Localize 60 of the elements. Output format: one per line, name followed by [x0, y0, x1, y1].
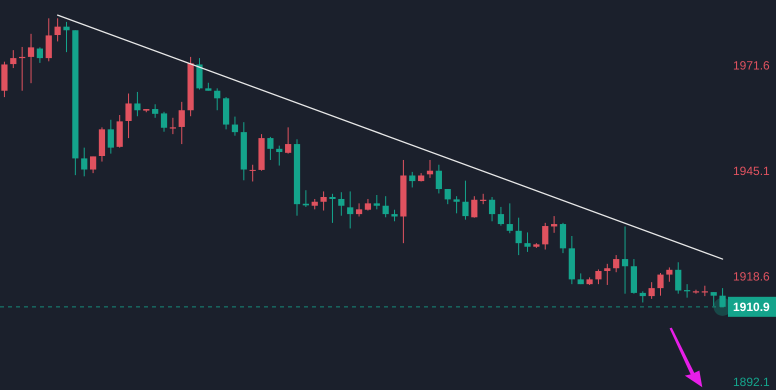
candlestick: [666, 266, 672, 282]
candlestick: [648, 282, 655, 300]
candlestick: [152, 104, 158, 118]
candlestick: [595, 268, 602, 285]
candlestick: [285, 126, 292, 154]
candlestick: [338, 192, 344, 216]
candlestick: [516, 217, 522, 256]
candlestick: [604, 263, 610, 286]
candlestick: [657, 272, 664, 296]
ref-line-label: 1910.9: [733, 300, 770, 314]
candlestick: [250, 164, 256, 182]
candlestick: [462, 180, 469, 220]
candlestick: [542, 222, 548, 250]
candlestick: [436, 164, 442, 194]
candlestick: [444, 188, 451, 205]
candlestick: [453, 196, 460, 214]
candlestick: [675, 262, 682, 294]
candlestick: [196, 58, 203, 90]
candlestick: [640, 290, 646, 303]
candlestick: [320, 190, 327, 212]
candlestick: [471, 196, 478, 218]
candlestick: [276, 145, 282, 166]
candlestick: [28, 33, 34, 84]
y-tick-label: 1892.1: [733, 374, 770, 389]
candlestick: [409, 171, 416, 188]
candlestick: [267, 136, 274, 160]
candlestick: [524, 232, 531, 252]
candlestick: [81, 147, 88, 177]
candlestick: [329, 193, 336, 224]
candlestick: [54, 18, 61, 42]
candlestick: [613, 254, 620, 273]
candlestick: [108, 119, 114, 154]
candlestick: [232, 116, 238, 136]
candlestick: [364, 198, 372, 212]
candlestick: [498, 206, 504, 226]
candlestick: [312, 198, 318, 210]
candlestick: [622, 226, 628, 294]
candlestick: [356, 202, 362, 217]
y-tick-label: 1918.6: [733, 269, 770, 284]
candlestick: [684, 284, 690, 298]
candlestick: [391, 209, 398, 222]
candlestick: [36, 46, 43, 64]
candlestick: [63, 21, 70, 53]
candlestick: [551, 216, 558, 234]
candlestick: [488, 196, 496, 222]
candlestick: [178, 101, 185, 145]
candlestick: [214, 88, 220, 111]
candlestick: [426, 159, 434, 178]
y-tick-label: 1971.6: [733, 58, 770, 72]
candlestick: [10, 50, 16, 69]
candlestick: [506, 202, 513, 234]
candlestick: [125, 93, 132, 139]
candlestick: [134, 91, 141, 117]
candlestick: [302, 190, 309, 208]
candlestick: [90, 156, 96, 174]
y-tick-label: 1945.1: [733, 164, 770, 178]
candlestick: [160, 111, 168, 132]
candlestick: [46, 18, 52, 62]
candlestick: [382, 196, 389, 218]
candlestick: [347, 190, 354, 229]
